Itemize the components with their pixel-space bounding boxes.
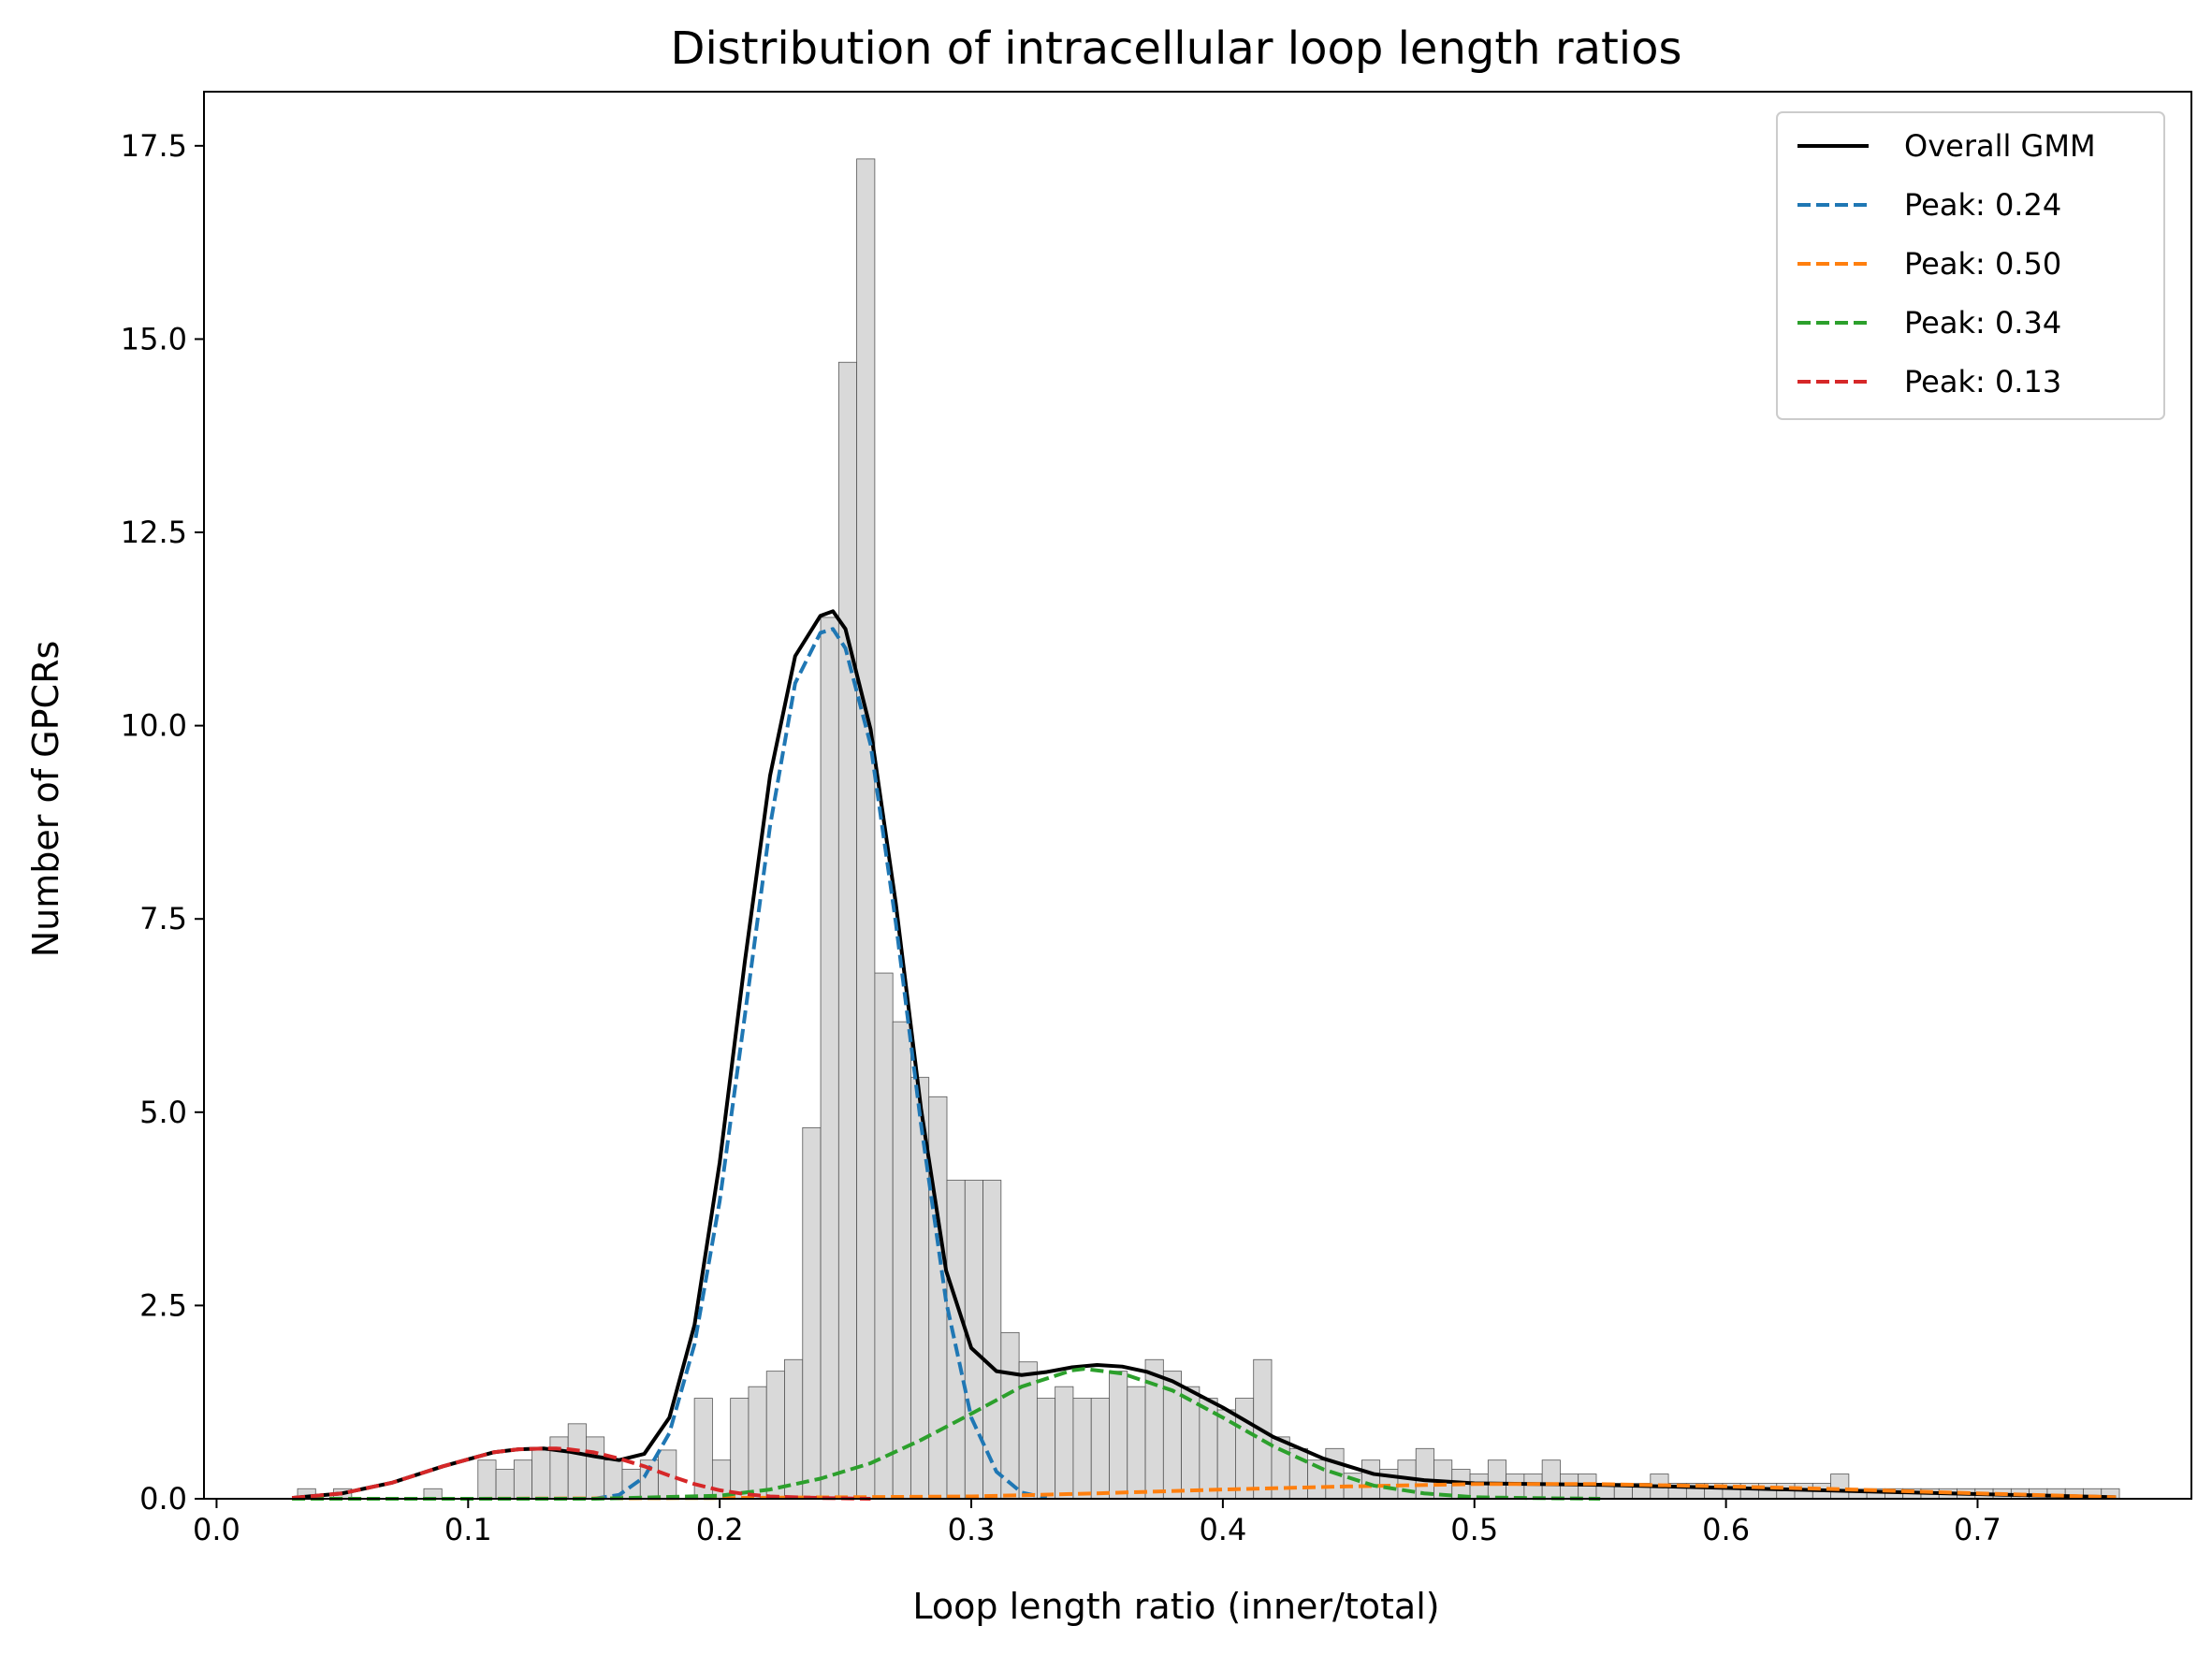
histogram-bar — [837, 361, 858, 1500]
histogram-bar — [1127, 1386, 1146, 1500]
legend-entry-1: Peak: 0.24 — [1904, 187, 2061, 223]
histogram-bar — [1415, 1447, 1434, 1500]
x-tick-label: 0.3 — [948, 1512, 996, 1547]
legend: Overall GMM Peak: 0.24 Peak: 0.50 Peak: 0.3… — [1776, 111, 2165, 420]
y-axis-label: Number of GPCRs — [25, 641, 66, 958]
histogram-bar — [765, 1371, 785, 1500]
histogram-bar — [549, 1436, 569, 1500]
histogram-bar — [982, 1180, 1002, 1500]
y-tick-label: 10.0 — [121, 708, 187, 744]
legend-entry-2: Peak: 0.50 — [1904, 246, 2061, 282]
x-tick-label: 0.5 — [1450, 1512, 1498, 1547]
histogram-bar — [586, 1436, 605, 1500]
histogram-bar — [1000, 1331, 1020, 1500]
x-tick-label: 0.6 — [1702, 1512, 1750, 1547]
legend-entry-4: Peak: 0.13 — [1904, 364, 2061, 399]
series-line-1 — [593, 627, 1048, 1501]
histogram-bar — [820, 617, 839, 1500]
y-tick-label: 0.0 — [139, 1481, 187, 1517]
y-tick-label: 12.5 — [121, 515, 187, 550]
histogram-bar — [1109, 1371, 1128, 1500]
y-tick-label: 2.5 — [139, 1287, 187, 1323]
histogram-bar — [874, 972, 894, 1500]
y-tick-label: 17.5 — [121, 128, 187, 164]
x-tick-label: 0.1 — [444, 1512, 492, 1547]
histogram-bar — [1361, 1459, 1381, 1500]
series-line-0 — [291, 609, 2117, 1501]
histogram-bar — [477, 1459, 497, 1500]
histogram-bar — [856, 158, 876, 1500]
series-line-2 — [292, 1482, 2117, 1501]
histogram-bar — [1055, 1386, 1074, 1500]
x-tick-label: 0.2 — [696, 1512, 744, 1547]
series-line-3 — [292, 1367, 1601, 1501]
x-tick-label: 0.7 — [1954, 1512, 2001, 1547]
chart-title: Distribution of intracellular loop lengt… — [670, 22, 1681, 75]
legend-box — [1776, 111, 2165, 420]
y-tick-label: 7.5 — [139, 901, 187, 936]
histogram-bar — [1506, 1474, 1525, 1500]
histogram-bar — [1830, 1474, 1850, 1500]
histogram-bar — [1072, 1398, 1092, 1500]
legend-entry-0: Overall GMM — [1904, 128, 2096, 164]
legend-entry-3: Peak: 0.34 — [1904, 305, 2061, 341]
histogram-bar — [730, 1398, 749, 1500]
y-tick-label: 5.0 — [139, 1095, 187, 1130]
histogram-bar — [1523, 1474, 1543, 1500]
axes-frame — [203, 91, 2192, 1500]
histogram-bar — [784, 1358, 804, 1500]
histogram-bar — [1018, 1361, 1038, 1500]
histogram-bar — [892, 1021, 911, 1500]
histogram-bar — [748, 1386, 767, 1500]
histogram-bar — [1487, 1459, 1506, 1500]
histogram-bar — [531, 1449, 551, 1500]
histogram-bar — [802, 1126, 822, 1500]
histogram-bar — [1235, 1398, 1255, 1500]
histogram-bar — [1541, 1459, 1561, 1500]
plot-area: 0.0 0.1 0.2 0.3 0.4 0.5 0.6 0.7 0.0 2.5 5.0 7.5 10.0… — [121, 91, 2192, 1547]
x-axis-label: Loop length ratio (inner/total) — [912, 1586, 1439, 1627]
x-tick-label: 0.4 — [1199, 1512, 1246, 1547]
histogram-bar — [567, 1423, 587, 1500]
histogram-bar — [946, 1180, 966, 1500]
histogram-bar — [495, 1469, 515, 1500]
histogram-bar — [1036, 1398, 1056, 1500]
histogram-bar — [1090, 1398, 1110, 1500]
histogram-bar — [513, 1459, 533, 1500]
x-tick-label: 0.0 — [193, 1512, 240, 1547]
series-line-4 — [291, 1446, 871, 1501]
histogram-bar — [1469, 1474, 1489, 1500]
y-tick-label: 15.0 — [121, 321, 187, 356]
